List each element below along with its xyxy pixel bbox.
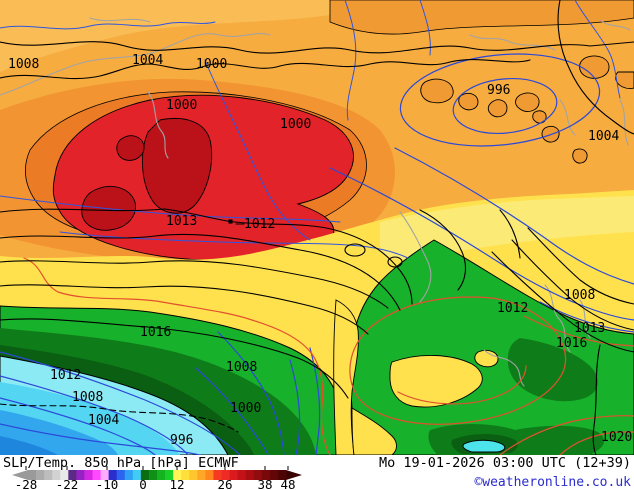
colorbar-cell: [44, 470, 53, 480]
colorbar-cell: [237, 470, 247, 480]
isobar-value-label: 1000: [280, 117, 311, 132]
isobar-value-label: 1008: [8, 57, 39, 72]
colorbar-cell: [76, 470, 85, 480]
colorbar-cell: [173, 470, 182, 480]
isobar-value-label: 1000: [166, 98, 197, 113]
isobars-black: [0, 0, 634, 455]
isobar-value-label: 1016: [140, 325, 171, 340]
colorbar-cell: [60, 470, 69, 480]
colorbar-tick-label: 38: [257, 477, 272, 490]
colorbar-tick-label: 0: [139, 477, 147, 490]
coastlines: [0, 17, 631, 387]
colorbar-cell: [165, 470, 174, 480]
valid-datetime: Mo 19-01-2026 03:00 UTC (12+39): [379, 455, 631, 471]
colorbar-cell: [253, 470, 263, 480]
isobar-value-label: 996: [487, 83, 510, 98]
isobar-value-label: 1012: [244, 217, 275, 232]
colorbar-tick-label: 48: [280, 477, 295, 490]
colorbar-tick-label: 26: [217, 477, 232, 490]
isobar-value-label: 1004: [588, 129, 619, 144]
temperature-colorbar: -28 -22 -10 0 12 26 38 48: [12, 466, 302, 490]
colorbar-cell: [269, 470, 279, 480]
colorbar-cell: [52, 470, 61, 480]
colorbar-cell: [124, 470, 134, 480]
isobar-value-label: 1000: [230, 401, 261, 416]
colorbar-cell: [92, 470, 101, 480]
colorbar-cell: [84, 470, 93, 480]
colorbar-cell: [277, 470, 287, 480]
isobar-value-label: 1016: [556, 336, 587, 351]
yellow-islands: [333, 299, 499, 455]
colorbar-cell: [229, 470, 239, 480]
copyright: ©weatheronline.co.uk: [474, 475, 631, 490]
colorbar-cell: [132, 470, 142, 480]
temperature-field: [0, 0, 634, 455]
colorbar-cell: [157, 470, 166, 480]
colorbar-cell: [100, 470, 110, 480]
colorbar-left-arrow: [12, 470, 28, 480]
colorbar-cell: [197, 470, 206, 480]
map-title: SLP/Temp. 850 hPa [hPa] ECMWF: [3, 455, 239, 471]
isobar-value-label: 1013: [166, 214, 197, 229]
colorbar-cell: [148, 470, 158, 480]
colorbar-tick-label: -22: [56, 477, 79, 490]
hot-cores: [81, 117, 213, 231]
colorbar-cell: [116, 470, 126, 480]
colorbar-cell: [261, 470, 271, 480]
colorbar-tick-label: -10: [96, 477, 119, 490]
legend: SLP/Temp. 850 hPa [hPa] ECMWF Mo 19-01-2…: [0, 455, 634, 490]
isobar-value-label: 1012: [497, 301, 528, 316]
colorbar-cell: [221, 470, 230, 480]
isobar-value-label: 1000: [196, 57, 227, 72]
colorbar-cell: [205, 470, 214, 480]
isobar-value-label: 1008: [226, 360, 257, 375]
colorbar-cell: [68, 470, 77, 480]
colorbar-tick-label: 12: [169, 477, 184, 490]
colorbar-cell: [181, 470, 190, 480]
colorbar-cell: [213, 470, 222, 480]
colorbar-cell: [140, 470, 150, 480]
isobar-value-label: 1008: [564, 288, 595, 303]
isobar-value-label: 1004: [88, 413, 119, 428]
colorbar-right-arrow: [286, 470, 302, 480]
orange-patches: [420, 55, 634, 164]
isobar-value-label: 1012: [50, 368, 81, 383]
isobar-value-label: 1020: [601, 430, 632, 445]
colorbar-cell: [108, 470, 118, 480]
isobar-value-label: 996: [170, 433, 193, 448]
isobar-value-label: 1008: [72, 390, 103, 405]
colorbar-cell: [245, 470, 255, 480]
isobar-value-label: 1013: [574, 321, 605, 336]
colorbar-cell: [189, 470, 198, 480]
colorbar-cell: [28, 470, 37, 480]
isobars-red: [23, 257, 634, 455]
isobar-value-label: 1004: [132, 53, 163, 68]
colorbar-tick-label: -28: [15, 477, 38, 490]
colorbar-cell: [36, 470, 45, 480]
